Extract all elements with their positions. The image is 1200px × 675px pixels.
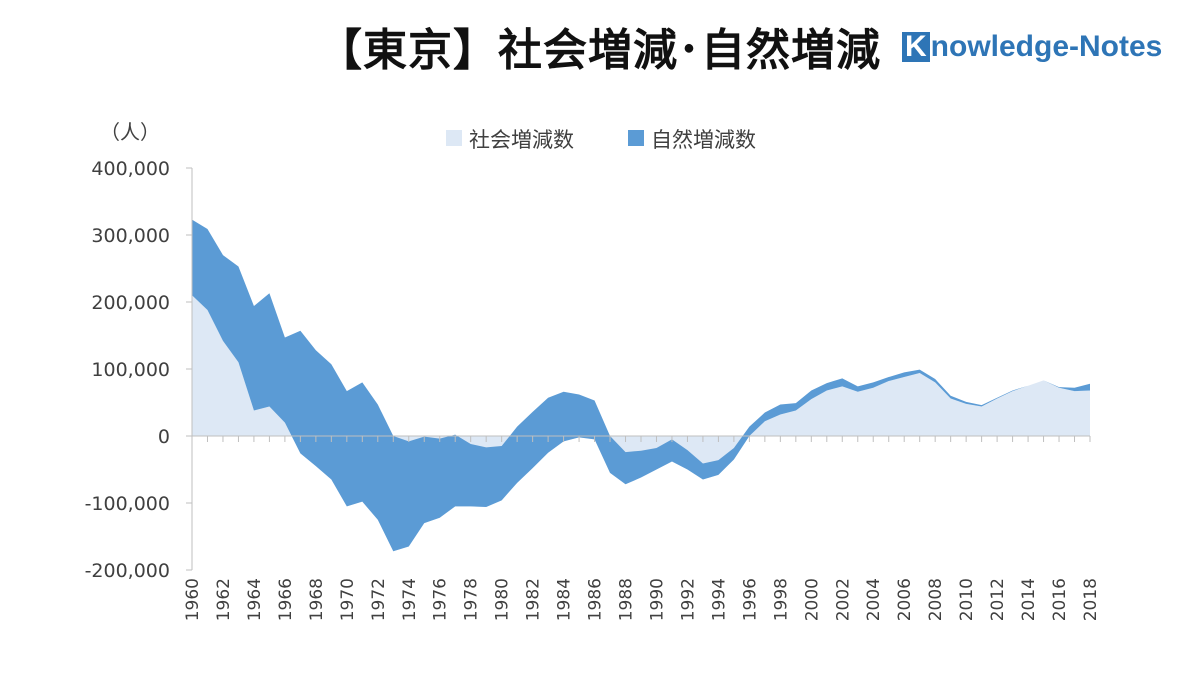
x-tick-label: 2012	[988, 578, 1008, 621]
axis-layer: 400,000 300,000 200,000 100,000 0 -100,000 -20…	[85, 158, 1101, 621]
x-tick-label: 1984	[555, 578, 575, 621]
x-tick-label: 1998	[771, 578, 791, 621]
x-tick-label: 1994	[709, 578, 729, 621]
logo-mark: K	[902, 32, 930, 62]
x-tick-label: 1990	[647, 578, 667, 621]
y-tick-label: 0	[158, 426, 170, 448]
logo-text: nowledge-Notes	[930, 30, 1163, 63]
y-tick-label: 200,000	[91, 292, 170, 314]
x-tick-label: 1980	[493, 578, 513, 621]
y-tick-label: 300,000	[91, 225, 170, 247]
legend: 社会増減数 自然増減数	[446, 128, 756, 152]
x-tick-label: 2010	[957, 578, 977, 621]
x-tick-label: 2008	[926, 578, 946, 621]
y-tick-label: 400,000	[91, 158, 170, 180]
x-tick-label: 1974	[400, 578, 420, 621]
legend-label-social: 社会増減数	[469, 128, 574, 152]
x-tick-label: 2014	[1019, 578, 1039, 621]
x-tick-label: 2004	[864, 578, 884, 621]
x-tick-label: 2000	[802, 578, 822, 621]
x-tick-label: 1992	[678, 578, 698, 621]
x-tick-label: 1996	[740, 578, 760, 621]
x-tick-label: 1966	[276, 578, 296, 621]
x-tick-label: 2016	[1050, 578, 1070, 621]
series-natural-area	[192, 219, 1090, 552]
x-tick-label: 1976	[431, 578, 451, 621]
y-tick-label: 100,000	[91, 359, 170, 381]
x-tick-label: 2002	[833, 578, 853, 621]
x-tick-label: 1972	[369, 578, 389, 621]
y-tick-label: -200,000	[85, 560, 170, 582]
y-tick-label: -100,000	[85, 493, 170, 515]
x-tick-label: 2006	[895, 578, 915, 621]
x-tick-label: 1960	[183, 578, 203, 621]
x-tick-label: 2018	[1081, 578, 1101, 621]
x-tick-label: 1986	[586, 578, 606, 621]
x-tick-label: 1982	[524, 578, 544, 621]
x-tick-label: 1968	[307, 578, 327, 621]
y-axis-unit-label: （人）	[100, 120, 160, 144]
x-tick-label: 1964	[245, 578, 265, 621]
plot-layer	[192, 219, 1090, 552]
x-tick-label: 1962	[214, 578, 234, 621]
chart-title: 【東京】社会増減･自然増減	[318, 25, 881, 76]
legend-swatch-natural	[628, 130, 644, 146]
x-tick-label: 1970	[338, 578, 358, 621]
legend-label-natural: 自然増減数	[651, 128, 756, 152]
legend-swatch-social	[446, 130, 462, 146]
x-tick-label: 1978	[462, 578, 482, 621]
x-tick-label: 1988	[617, 578, 637, 621]
